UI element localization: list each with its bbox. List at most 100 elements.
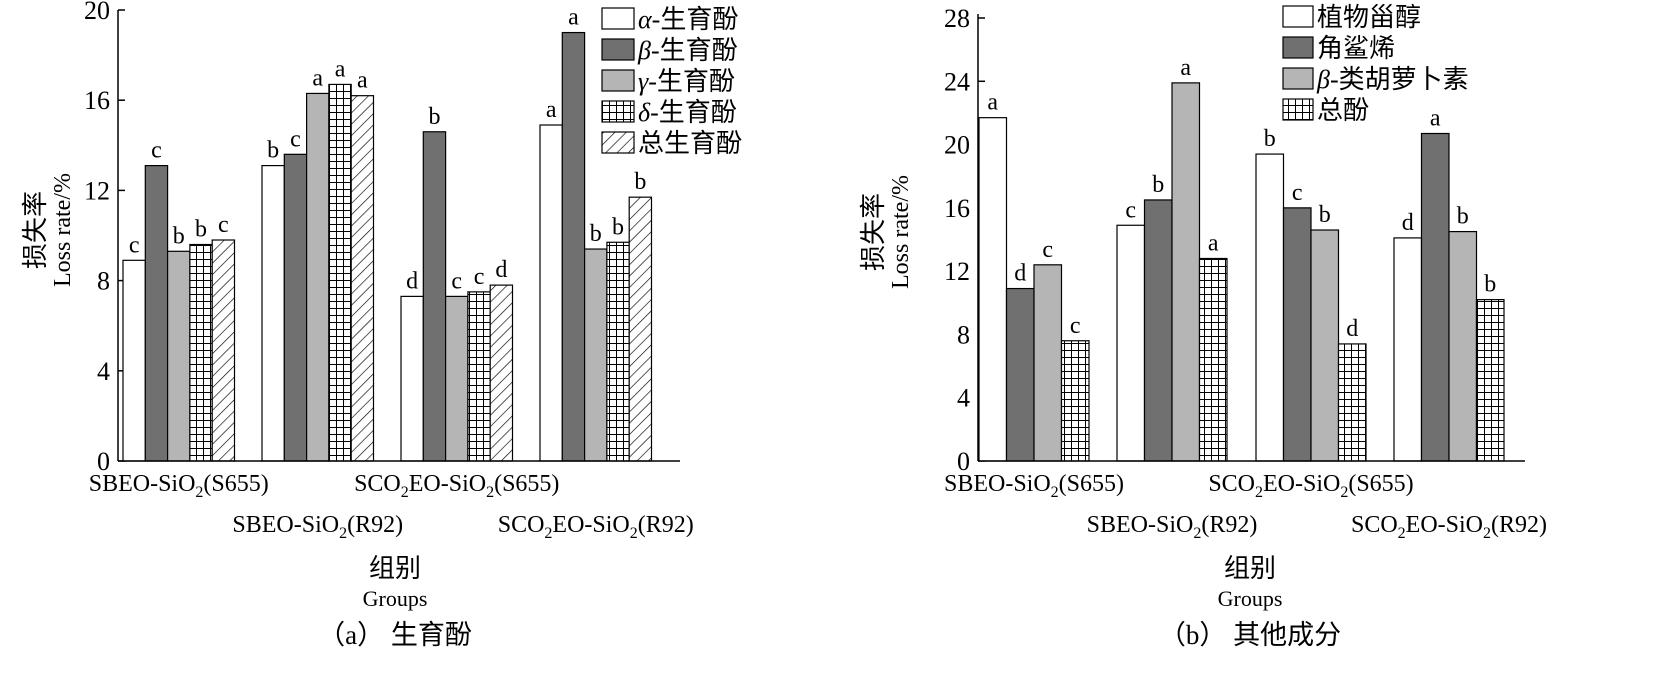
bar (122, 259, 146, 462)
legend-swatch (1282, 36, 1314, 59)
significance-letter: c (290, 126, 301, 152)
significance-letter: a (987, 90, 998, 116)
y-tick-label: 20 (84, 0, 110, 25)
bar (1033, 264, 1063, 462)
category-label: SCO2EO-SiO2(R92) (1351, 512, 1547, 542)
significance-letter: c (151, 138, 162, 164)
significance-letter: b (428, 104, 440, 130)
y-axis-label-cn: 损失率 (859, 193, 888, 271)
y-tick-label: 24 (944, 67, 970, 96)
bar (1143, 199, 1173, 462)
significance-letter: a (1208, 230, 1219, 256)
y-ticks: 0 4 8 12 16 20 24 28 (944, 4, 985, 476)
bar (1198, 257, 1228, 462)
x-axis-label-cn: 组别 (1224, 554, 1276, 583)
bar (539, 124, 563, 462)
panel-b-y-label: 损失率 Loss rate/% (859, 175, 914, 289)
significance-letter: c (451, 268, 462, 294)
bar (189, 243, 213, 462)
legend-label: δ-生育酚 (638, 98, 737, 127)
bar (1393, 237, 1423, 462)
bar (1337, 343, 1367, 462)
significance-letter: b (1152, 172, 1164, 198)
panel-a-y-label: 损失率 Loss rate/% (21, 173, 76, 287)
legend-swatch (1282, 67, 1314, 90)
significance-letter: d (406, 268, 418, 294)
legend-label: α-生育酚 (638, 5, 738, 34)
significance-letter: b (195, 217, 207, 243)
category-label: SBEO-SiO2(S655) (944, 471, 1124, 501)
legend-swatch (601, 131, 635, 154)
significance-letter: c (129, 232, 140, 258)
y-tick-label: 8 (957, 320, 970, 349)
bar (306, 92, 330, 462)
significance-letter: c (1292, 180, 1303, 206)
legend-swatch (601, 100, 635, 123)
y-tick-label: 28 (944, 4, 970, 33)
legend-label: 总酚 (1317, 96, 1369, 125)
category-label: SBEO-SiO2(R92) (232, 512, 403, 542)
category-labels: SBEO-SiO2(S655) SBEO-SiO2(R92) SCO2EO-SiO2… (944, 471, 1547, 542)
significance-letter: d (1402, 210, 1414, 236)
y-tick-label: 12 (944, 257, 970, 286)
y-axis-label-en: Loss rate/% (888, 175, 914, 289)
panel-b-caption: （b） 其他成分 (1159, 620, 1341, 650)
legend-label: β-类胡萝卜素 (1316, 65, 1469, 94)
bar (283, 153, 308, 462)
bar (1255, 153, 1285, 462)
x-axis-label-en: Groups (1218, 586, 1283, 611)
bar (561, 31, 586, 462)
bar (628, 196, 653, 462)
bar (606, 241, 630, 462)
significance-letter: b (1484, 272, 1496, 298)
significance-letter: d (495, 257, 507, 283)
bar (350, 95, 375, 462)
significance-letter: a (1180, 55, 1191, 81)
legend-swatch (1282, 98, 1314, 121)
bar (445, 295, 469, 462)
significance-letter: a (568, 5, 579, 31)
significance-letter: b (1264, 126, 1276, 152)
y-tick-label: 12 (84, 176, 110, 205)
y-axis-label-en: Loss rate/% (50, 173, 76, 287)
bar (328, 83, 352, 462)
y-tick-label: 0 (957, 447, 970, 476)
significance-letter: c (1125, 197, 1136, 223)
bar (467, 291, 491, 462)
bar (1005, 287, 1035, 462)
category-label: SBEO-SiO2(R92) (1087, 512, 1258, 542)
bar (400, 295, 424, 462)
bar (1060, 340, 1090, 462)
significance-letter: b (590, 221, 602, 247)
x-axis-label-en: Groups (363, 586, 428, 611)
bar (422, 131, 447, 462)
legend-swatch (1282, 5, 1314, 28)
significance-letter: b (173, 223, 185, 249)
category-label: SCO2EO-SiO2(R92) (498, 512, 694, 542)
significance-letter: a (1430, 105, 1441, 131)
bar (1310, 229, 1340, 462)
significance-letter: a (335, 56, 346, 82)
significance-letter: b (634, 169, 646, 195)
panel-a-caption: （a） 生育酚 (318, 620, 472, 650)
x-axis-label-cn: 组别 (369, 554, 421, 583)
significance-letter: c (474, 264, 485, 290)
significance-letter: b (612, 214, 624, 240)
legend-label: 总生育酚 (638, 129, 742, 158)
bar (489, 284, 514, 462)
bar (1171, 82, 1201, 462)
bar (583, 248, 608, 462)
category-label: SCO2EO-SiO2(S655) (354, 471, 559, 501)
significance-letter: a (546, 97, 557, 123)
y-tick-label: 4 (957, 384, 970, 413)
legend-swatch (601, 38, 635, 61)
bars (122, 31, 653, 462)
bar (978, 117, 1008, 462)
bars (978, 82, 1505, 462)
bar (1475, 299, 1505, 462)
significance-letter: c (1042, 237, 1053, 263)
significance-letter: a (357, 68, 368, 94)
